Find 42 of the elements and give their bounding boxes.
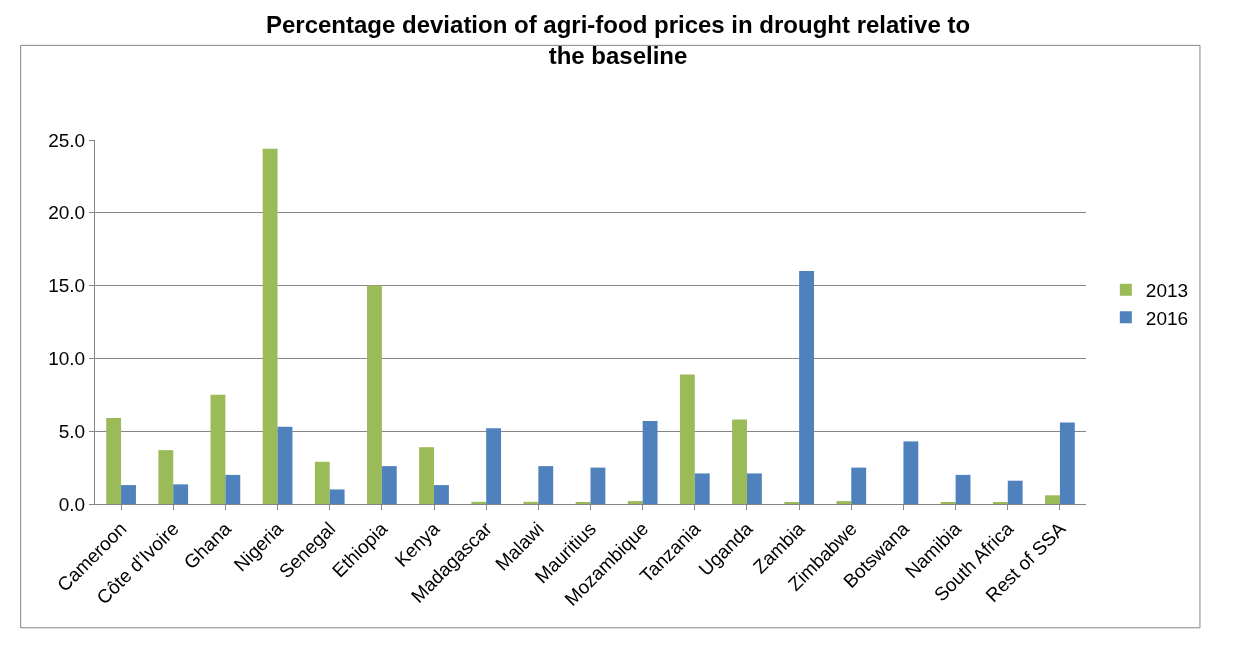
bar	[314, 461, 330, 504]
bar	[106, 418, 122, 504]
bar	[538, 466, 554, 504]
bar	[746, 473, 762, 504]
bar	[955, 474, 971, 504]
bar	[642, 421, 658, 504]
bar	[158, 450, 174, 504]
bar	[381, 466, 397, 504]
bar	[851, 467, 867, 504]
bar	[627, 501, 643, 504]
bar	[694, 473, 710, 504]
bar	[799, 271, 814, 504]
bar	[590, 467, 606, 504]
legend-label: 2016	[1145, 307, 1189, 329]
bar	[732, 419, 747, 504]
bar	[523, 501, 539, 504]
bar	[121, 485, 136, 504]
y-tick-label: 25.0	[48, 129, 86, 151]
chart-title: Percentage deviation of agri-food prices in drought relative to the baseline	[265, 10, 971, 69]
bar	[329, 489, 345, 504]
bar	[471, 501, 487, 504]
bar	[210, 394, 226, 504]
legend-label: 2013	[1145, 280, 1189, 302]
bar	[1007, 480, 1023, 504]
bar	[836, 501, 852, 504]
y-tick-label: 20.0	[48, 202, 86, 224]
bar	[903, 441, 919, 504]
bar	[277, 426, 293, 504]
bar	[1059, 422, 1075, 504]
bar	[1045, 495, 1060, 504]
y-tick-label: 15.0	[48, 275, 86, 297]
y-tick-label: 10.0	[48, 348, 86, 370]
bar	[679, 374, 695, 504]
bar	[262, 148, 278, 504]
y-tick-label: 5.0	[58, 420, 86, 442]
bar	[419, 447, 435, 504]
y-tick-label: 0.0	[58, 493, 86, 515]
bar	[173, 484, 189, 504]
bar	[367, 285, 382, 504]
bar	[486, 428, 502, 504]
bar	[225, 474, 241, 504]
bar	[434, 485, 449, 504]
